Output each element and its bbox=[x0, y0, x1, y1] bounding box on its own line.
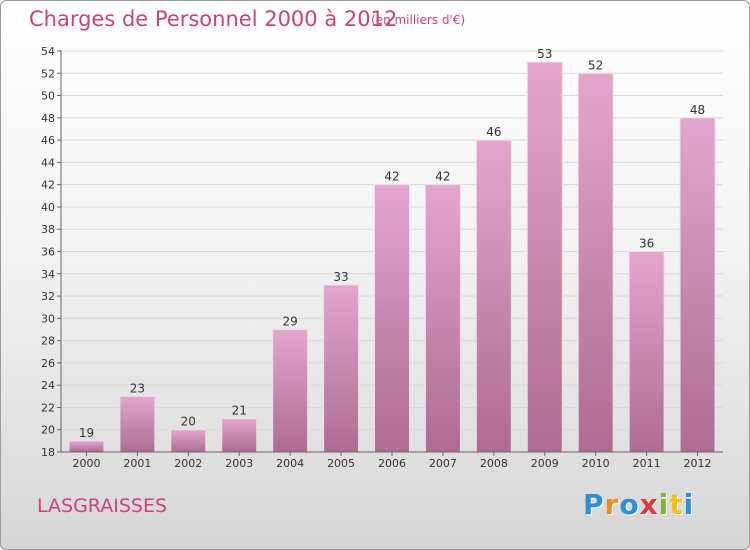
bar bbox=[679, 117, 716, 453]
bar-value-label: 42 bbox=[435, 170, 450, 184]
bar-value-label: 21 bbox=[232, 404, 247, 418]
bar-value-label: 33 bbox=[333, 270, 348, 284]
bar bbox=[374, 184, 410, 453]
bar bbox=[577, 72, 614, 453]
chart-unit-note: (en milliers d'€) bbox=[371, 13, 466, 27]
bar bbox=[272, 328, 309, 453]
x-tick-label: 2008 bbox=[480, 457, 508, 470]
bar-value-label: 52 bbox=[588, 58, 603, 72]
y-tick-label: 50 bbox=[41, 90, 55, 103]
y-tick-label: 42 bbox=[41, 179, 55, 192]
y-tick-label: 52 bbox=[41, 67, 55, 80]
bar bbox=[68, 440, 105, 453]
y-tick-label: 36 bbox=[41, 246, 55, 259]
bar bbox=[119, 395, 156, 453]
logo-letter: r bbox=[604, 488, 620, 521]
bar bbox=[475, 139, 512, 453]
y-tick-label: 38 bbox=[41, 223, 55, 236]
bars: 19 23 20 21 29 33 42 42 46 53 52 36 48 bbox=[68, 47, 716, 453]
logo-letter: o bbox=[619, 488, 640, 521]
x-tick-label: 2000 bbox=[72, 457, 100, 470]
bar bbox=[221, 418, 258, 453]
y-axis: 18 20 22 24 26 28 30 32 34 36 38 40 42 44 46 48 50 52 54 bbox=[41, 45, 62, 459]
chart-title: Charges de Personnel 2000 à 2012 bbox=[29, 7, 398, 31]
y-tick-label: 48 bbox=[41, 112, 55, 125]
y-tick-label: 44 bbox=[41, 156, 55, 169]
logo-letter: P bbox=[583, 488, 605, 521]
bar bbox=[170, 429, 207, 453]
x-tick-label: 2001 bbox=[123, 457, 151, 470]
x-tick-label: 2003 bbox=[225, 457, 253, 470]
bar-value-label: 48 bbox=[690, 103, 705, 117]
bar bbox=[628, 251, 665, 453]
y-tick-label: 20 bbox=[41, 424, 55, 437]
x-tick-label: 2012 bbox=[684, 457, 712, 470]
y-tick-label: 28 bbox=[41, 335, 55, 348]
bar-value-label: 29 bbox=[283, 314, 298, 328]
y-tick-label: 40 bbox=[41, 201, 55, 214]
bar bbox=[323, 284, 360, 453]
bar-value-label: 46 bbox=[486, 125, 501, 139]
x-tick-label: 2006 bbox=[378, 457, 406, 470]
bar-value-label: 19 bbox=[79, 426, 94, 440]
proxiti-logo: Proxiti bbox=[583, 488, 694, 521]
logo-letter: i bbox=[658, 488, 670, 521]
logo-letter: t bbox=[669, 488, 684, 521]
x-tick-label: 2002 bbox=[174, 457, 202, 470]
bar bbox=[424, 184, 461, 453]
bar bbox=[526, 61, 563, 453]
bar-value-label: 20 bbox=[181, 415, 196, 429]
y-tick-label: 32 bbox=[41, 290, 55, 303]
x-tick-label: 2010 bbox=[582, 457, 610, 470]
x-tick-label: 2005 bbox=[327, 457, 355, 470]
y-tick-label: 46 bbox=[41, 134, 55, 147]
y-tick-label: 18 bbox=[41, 446, 55, 459]
y-tick-label: 30 bbox=[41, 312, 55, 325]
bar-value-label: 36 bbox=[639, 237, 654, 251]
y-tick-label: 26 bbox=[41, 357, 55, 370]
x-tick-label: 2004 bbox=[276, 457, 304, 470]
y-tick-label: 34 bbox=[41, 268, 55, 281]
logo-letter: x bbox=[639, 488, 659, 521]
y-tick-label: 22 bbox=[41, 401, 55, 414]
bar-value-label: 42 bbox=[384, 170, 399, 184]
y-tick-label: 24 bbox=[41, 379, 55, 392]
x-tick-label: 2009 bbox=[531, 457, 559, 470]
x-axis: 2000 2001 2002 2003 2004 2005 2006 2007 2008 2009… bbox=[61, 451, 723, 470]
commune-name: LASGRAISSES bbox=[37, 495, 168, 517]
y-tick-label: 54 bbox=[41, 45, 55, 58]
logo-letter: i bbox=[683, 488, 695, 521]
x-tick-label: 2007 bbox=[429, 457, 457, 470]
x-tick-label: 2011 bbox=[633, 457, 661, 470]
bar-value-label: 23 bbox=[130, 381, 145, 395]
bar-value-label: 53 bbox=[537, 47, 552, 61]
